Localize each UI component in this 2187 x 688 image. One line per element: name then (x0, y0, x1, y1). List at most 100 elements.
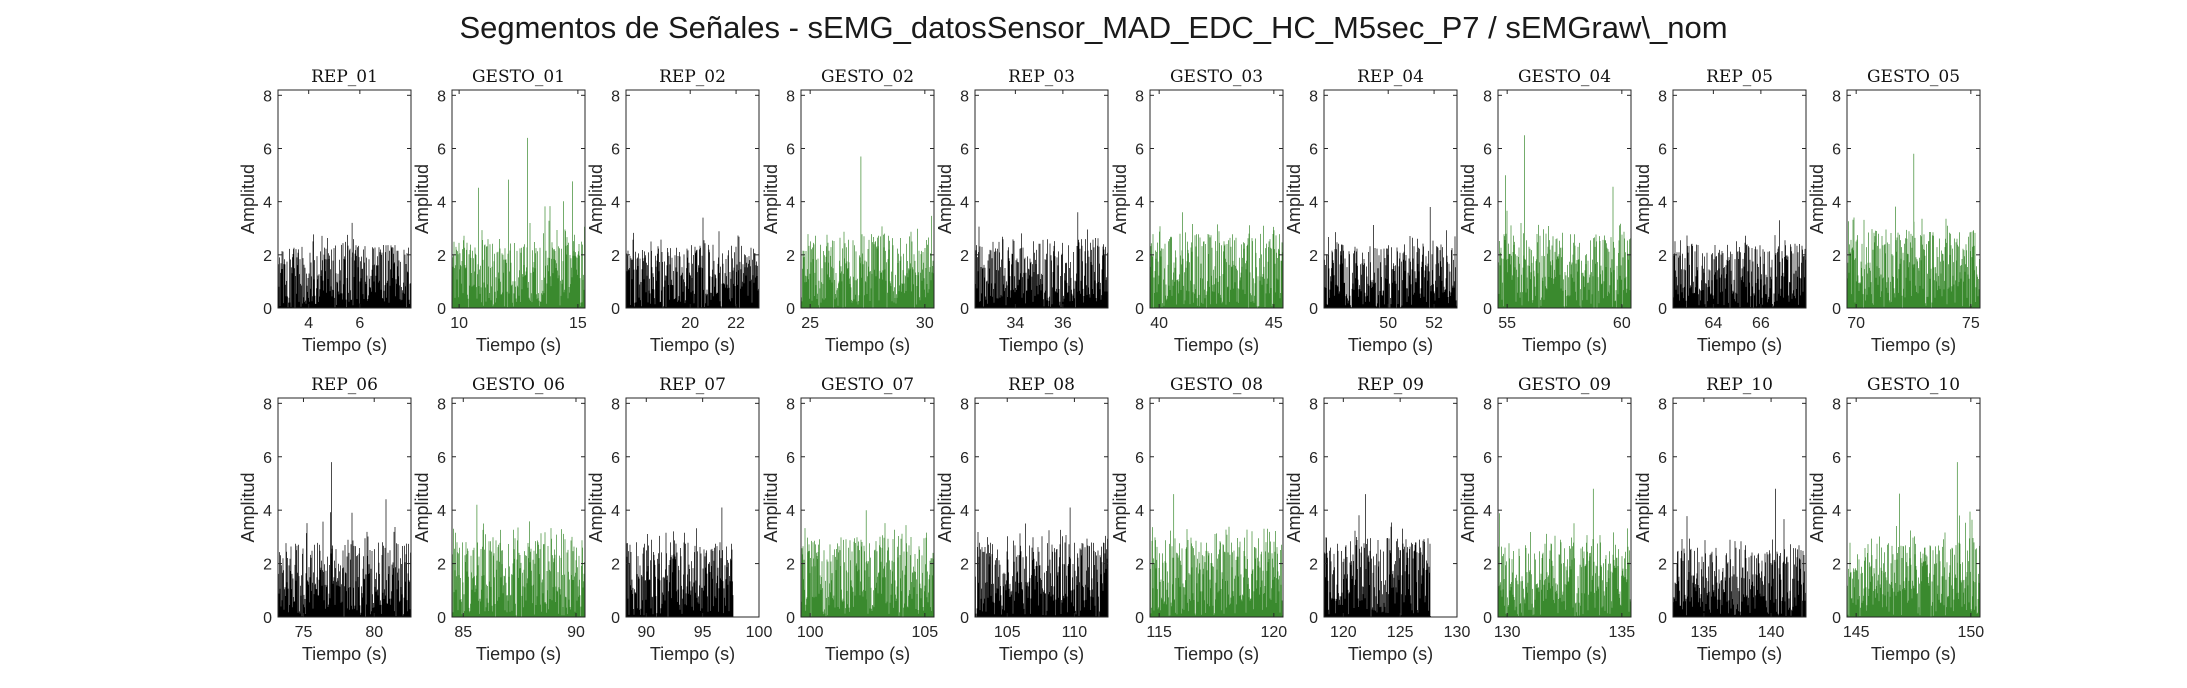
y-tick-label: 6 (263, 141, 272, 158)
y-axis-label: Amplitud (238, 164, 258, 234)
x-tick-label: 6 (355, 315, 364, 332)
y-tick-label: 2 (437, 248, 446, 265)
panel-gesto-10: 0 2 4 6 8 145 150 GESTO_10 Tiempo (s) Amplitud (1807, 375, 1984, 664)
axes-frame (451, 397, 586, 618)
y-tick-label: 2 (786, 557, 795, 574)
y-tick-label: 6 (960, 141, 969, 158)
x-tick-label: 45 (1265, 315, 1283, 332)
y-tick-label: 8 (1309, 396, 1318, 413)
y-axis-label: Amplitud (1633, 472, 1653, 542)
x-tick-label: 140 (1758, 624, 1785, 641)
y-tick-label: 4 (786, 195, 795, 212)
panel-gesto-04: 0 2 4 6 8 55 60 GESTO_04 Tiempo (s) Amplitud (1458, 67, 1632, 355)
x-tick-label: 135 (1608, 624, 1635, 641)
signal-trace (1846, 462, 1981, 617)
y-tick-label: 4 (1483, 195, 1492, 212)
axes-frame (625, 397, 760, 618)
x-tick-label: 85 (454, 624, 472, 641)
panel-rep-07: 0 2 4 6 8 90 95 100 REP_07 Tiempo (s) Amplitud (586, 375, 772, 664)
axes-frame (1846, 397, 1981, 618)
y-tick-label: 6 (1832, 141, 1841, 158)
y-tick-label: 8 (786, 396, 795, 413)
x-axis-label: Tiempo (s) (1522, 644, 1607, 664)
x-tick-label: 20 (681, 315, 699, 332)
panel-rep-04: 0 2 4 6 8 50 52 REP_04 Tiempo (s) Amplitud (1284, 67, 1458, 355)
y-tick-label: 0 (437, 301, 446, 318)
panel-rep-03: 0 2 4 6 8 34 36 REP_03 Tiempo (s) Amplitud (935, 67, 1109, 355)
axes-frame (277, 89, 412, 309)
signal-trace (974, 212, 1109, 308)
x-tick-label: 15 (569, 315, 587, 332)
x-axis-label: Tiempo (s) (999, 335, 1084, 355)
y-tick-label: 2 (263, 248, 272, 265)
axes-frame (974, 397, 1109, 618)
y-tick-label: 0 (1483, 610, 1492, 627)
signal-trace (451, 137, 586, 308)
y-tick-label: 2 (1658, 248, 1667, 265)
x-axis-label: Tiempo (s) (1697, 335, 1782, 355)
y-tick-label: 8 (1483, 88, 1492, 105)
x-axis-label: Tiempo (s) (302, 335, 387, 355)
panel-gesto-02: 0 2 4 6 8 25 30 GESTO_02 Tiempo (s) Amplitud (761, 67, 935, 355)
panel-title: GESTO_05 (1867, 67, 1960, 87)
x-axis-label: Tiempo (s) (302, 644, 387, 664)
axes-frame (277, 397, 412, 618)
x-tick-label: 90 (637, 624, 655, 641)
panel-gesto-09: 0 2 4 6 8 130 135 GESTO_09 Tiempo (s) Amplitud (1458, 375, 1635, 664)
axes-frame (1497, 397, 1632, 618)
y-tick-label: 2 (1309, 248, 1318, 265)
axes-frame (1497, 89, 1632, 309)
panel-title: REP_03 (1008, 67, 1075, 87)
axes-frame (1846, 89, 1981, 309)
panel-gesto-07: 0 2 4 6 8 100 105 GESTO_07 Tiempo (s) Amplitud (761, 375, 938, 664)
panel-title: GESTO_01 (472, 67, 565, 87)
x-axis-label: Tiempo (s) (1348, 644, 1433, 664)
y-tick-label: 4 (263, 503, 272, 520)
x-tick-label: 10 (450, 315, 468, 332)
panel-title: GESTO_06 (472, 375, 565, 395)
y-tick-label: 8 (437, 396, 446, 413)
y-tick-label: 4 (1135, 195, 1144, 212)
x-tick-label: 115 (1146, 624, 1172, 641)
y-tick-label: 0 (786, 610, 795, 627)
x-tick-label: 80 (365, 624, 383, 641)
x-axis-label: Tiempo (s) (1697, 644, 1782, 664)
x-tick-label: 60 (1613, 315, 1631, 332)
x-axis-label: Tiempo (s) (1871, 644, 1956, 664)
x-tick-label: 105 (911, 624, 938, 641)
signal-trace (451, 504, 586, 617)
panel-title: GESTO_10 (1867, 375, 1960, 395)
x-tick-label: 55 (1498, 315, 1516, 332)
y-tick-label: 4 (1658, 195, 1667, 212)
y-tick-label: 6 (1309, 450, 1318, 467)
panel-gesto-08: 0 2 4 6 8 115 120 GESTO_08 Tiempo (s) Amplitud (1110, 375, 1287, 664)
y-axis-label: Amplitud (761, 164, 781, 234)
x-tick-label: 150 (1957, 624, 1984, 641)
x-tick-label: 25 (801, 315, 819, 332)
x-axis-label: Tiempo (s) (1871, 335, 1956, 355)
axes-frame (974, 89, 1109, 309)
y-axis-label: Amplitud (935, 472, 955, 542)
y-tick-label: 8 (1135, 88, 1144, 105)
panel-title: REP_08 (1008, 375, 1075, 395)
panel-title: GESTO_02 (821, 67, 914, 87)
y-tick-label: 0 (1658, 301, 1667, 318)
y-tick-label: 4 (1309, 503, 1318, 520)
panel-title: GESTO_04 (1518, 67, 1611, 87)
y-tick-label: 6 (611, 450, 620, 467)
y-tick-label: 8 (611, 88, 620, 105)
y-tick-label: 4 (437, 503, 446, 520)
x-tick-label: 145 (1843, 624, 1870, 641)
y-axis-label: Amplitud (412, 472, 432, 542)
axes-frame (1149, 397, 1284, 618)
y-axis-label: Amplitud (1807, 164, 1827, 234)
y-tick-label: 8 (263, 88, 272, 105)
y-tick-label: 2 (263, 557, 272, 574)
y-tick-label: 4 (1832, 195, 1841, 212)
y-tick-label: 0 (960, 610, 969, 627)
panel-gesto-05: 0 2 4 6 8 70 75 GESTO_05 Tiempo (s) Amplitud (1807, 67, 1981, 355)
axes-frame (1323, 397, 1458, 618)
signal-trace (277, 462, 412, 617)
x-tick-label: 120 (1330, 624, 1357, 641)
x-tick-label: 34 (1006, 315, 1024, 332)
